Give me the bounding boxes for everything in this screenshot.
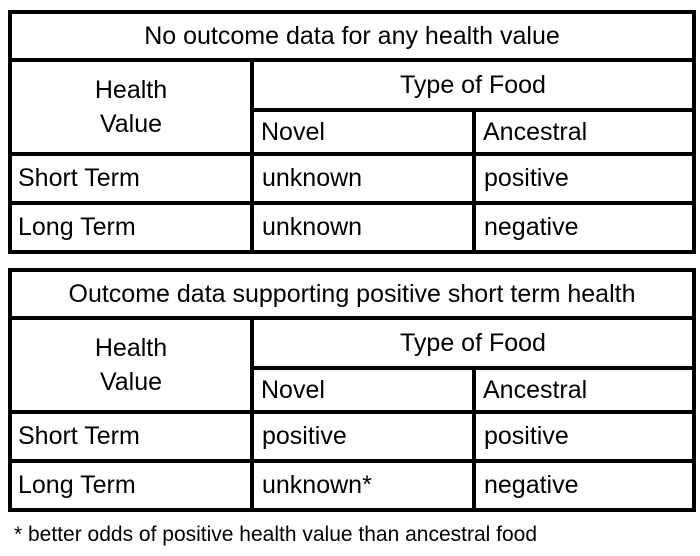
table-row: Novel Ancestral xyxy=(10,108,696,156)
col-header-ancestral: Ancestral xyxy=(472,108,696,156)
table-row: Short Term unknown positive xyxy=(8,152,696,205)
cell-long-term-ancestral: negative xyxy=(471,459,697,512)
table-row: No outcome data for any health value xyxy=(8,10,696,62)
table-row: Short Term positive positive xyxy=(8,410,697,463)
cell-long-term-ancestral: negative xyxy=(472,201,696,254)
cell-short-term-novel: unknown xyxy=(250,152,476,205)
row-label-short-term: Short Term xyxy=(8,410,254,463)
col-header-ancestral: Ancestral xyxy=(471,366,697,414)
table-row: Outcome data supporting positive short t… xyxy=(7,268,697,320)
cell-short-term-ancestral: positive xyxy=(471,410,697,463)
cell-short-term-novel: positive xyxy=(250,410,476,463)
group-header-type-of-food: Type of Food xyxy=(249,316,697,370)
table-title: Outcome data supporting positive short t… xyxy=(7,268,697,320)
corner-header-health-value: Health Value xyxy=(8,316,254,414)
col-header-novel: Novel xyxy=(250,108,476,156)
cell-short-term-ancestral: positive xyxy=(472,152,696,205)
table-row: Long Term unknown negative xyxy=(8,201,696,254)
table-row: Health Value Type of Food xyxy=(8,316,697,414)
row-label-long-term: Long Term xyxy=(8,201,254,254)
cell-long-term-novel: unknown xyxy=(250,201,476,254)
row-label-short-term: Short Term xyxy=(8,152,254,205)
group-header-type-of-food: Type of Food xyxy=(250,58,696,112)
col-header-novel: Novel xyxy=(250,366,476,414)
table-no-outcome-data: No outcome data for any health value Hea… xyxy=(8,10,696,254)
table-row: Long Term unknown* negative xyxy=(8,459,697,512)
footnote: * better odds of positive health value t… xyxy=(14,523,538,546)
table-title: No outcome data for any health value xyxy=(8,10,696,62)
cell-long-term-novel: unknown* xyxy=(250,459,476,512)
corner-header-health-value: Health Value xyxy=(8,58,254,156)
table-outcome-data-positive-short-term: Outcome data supporting positive short t… xyxy=(7,268,697,512)
row-label-long-term: Long Term xyxy=(8,459,254,512)
table-row: Novel Ancestral xyxy=(10,366,697,414)
table-row: Health Value Type of Food xyxy=(8,58,696,156)
